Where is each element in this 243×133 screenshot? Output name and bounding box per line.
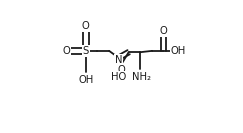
Text: O: O <box>82 21 90 31</box>
Text: N: N <box>115 55 122 65</box>
Text: O: O <box>63 46 71 56</box>
Text: HO: HO <box>111 72 126 82</box>
Text: S: S <box>83 46 89 56</box>
Text: OH: OH <box>171 46 186 56</box>
Text: OH: OH <box>78 74 93 85</box>
Text: O: O <box>117 65 125 75</box>
Text: NH₂: NH₂ <box>132 72 151 82</box>
Text: O: O <box>159 26 167 36</box>
